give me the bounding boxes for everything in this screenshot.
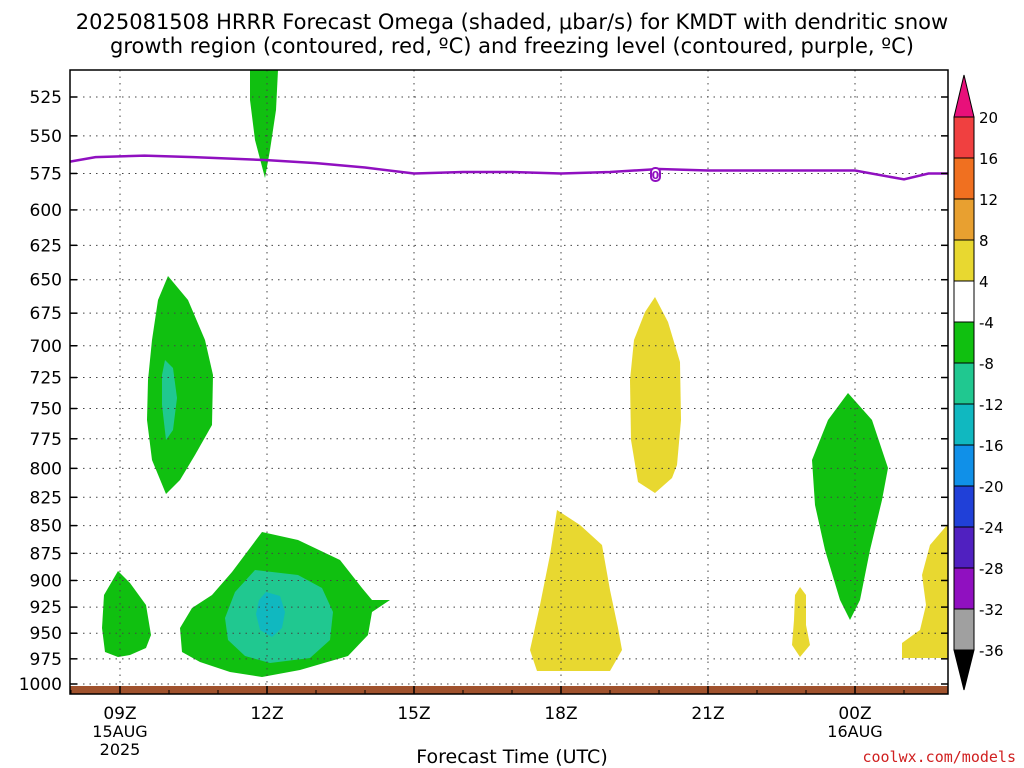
- y-tick-label: 875: [30, 544, 62, 564]
- omega-region-yellow: [530, 510, 622, 671]
- colorbar-swatch: [953, 198, 975, 241]
- y-tick-label: 775: [30, 430, 62, 450]
- x-tick-label: 18Z: [544, 704, 577, 724]
- colorbar-label: -4: [979, 314, 994, 332]
- colorbar-swatch: [953, 280, 975, 323]
- colorbar-swatch: [953, 567, 975, 610]
- colorbar-swatch: [953, 608, 975, 651]
- x-tick-sublabel: 15AUG: [92, 722, 147, 741]
- omega-region-teal: [162, 360, 177, 440]
- x-tick-label: 09Z: [103, 704, 136, 724]
- colorbar-cap-top: [953, 74, 975, 118]
- colorbar-swatch: [953, 526, 975, 569]
- omega-region-green: [250, 70, 278, 178]
- omega-region-yellow: [792, 587, 810, 657]
- colorbar-label: -8: [979, 355, 994, 373]
- y-tick-label: 700: [30, 337, 62, 357]
- omega-region-yellow: [630, 297, 681, 493]
- omega-region-yellow: [902, 524, 948, 658]
- colorbar-swatch: [953, 239, 975, 282]
- colorbar-label: -32: [979, 601, 1004, 619]
- y-axis: 525 550 575 600 625 650 675 700 725 750 775 800 825 8…: [19, 88, 948, 695]
- y-tick-label: 675: [30, 304, 62, 324]
- y-tick-label: 850: [30, 517, 62, 537]
- colorbar: 20 16 12 8 4 -4 -8 -12 -16 -20 -24 -28 -32 -36: [953, 74, 1004, 691]
- colorbar-label: -12: [979, 396, 1004, 414]
- x-tick-label: 00Z: [838, 704, 871, 724]
- colorbar-label: -24: [979, 519, 1004, 537]
- y-tick-label: 900: [30, 571, 62, 591]
- y-tick-label: 975: [30, 650, 62, 670]
- colorbar-label: 4: [979, 273, 989, 291]
- y-tick-label: 625: [30, 236, 62, 256]
- colorbar-label: -36: [979, 642, 1004, 660]
- colorbar-label: -16: [979, 437, 1004, 455]
- x-tick-sublabel: 2025: [100, 740, 141, 759]
- colorbar-label: -28: [979, 560, 1004, 578]
- colorbar-swatch: [953, 362, 975, 405]
- y-tick-label: 550: [30, 127, 62, 147]
- omega-region-green: [147, 276, 213, 494]
- colorbar-label: 20: [979, 109, 998, 127]
- y-tick-label: 575: [30, 164, 62, 184]
- grid-lines: [70, 70, 948, 694]
- plot-frame: [69, 69, 949, 695]
- y-tick-label: 925: [30, 598, 62, 618]
- y-tick-label: 800: [30, 459, 62, 479]
- chart-title-line2: growth region (contoured, red, ºC) and f…: [110, 34, 914, 58]
- y-tick-label: 725: [30, 369, 62, 389]
- y-tick-label: 825: [30, 488, 62, 508]
- y-tick-label: 600: [30, 201, 62, 221]
- colorbar-swatch: [953, 444, 975, 487]
- colorbar-label: 12: [979, 191, 998, 209]
- freezing-level-label-group: 0: [650, 167, 661, 182]
- x-tick-label: 12Z: [250, 704, 283, 724]
- colorbar-swatch: [953, 116, 975, 159]
- omega-shading: [102, 70, 948, 677]
- y-tick-label: 525: [30, 88, 62, 108]
- omega-region-green: [812, 393, 888, 620]
- x-axis-label: Forecast Time (UTC): [416, 746, 608, 768]
- x-tick-sublabel: 16AUG: [827, 722, 882, 741]
- colorbar-label: 8: [979, 232, 989, 250]
- freezing-level-line: [69, 154, 948, 181]
- colorbar-cap-bottom: [953, 649, 975, 691]
- x-tick-label: 15Z: [397, 704, 430, 724]
- colorbar-label: 16: [979, 150, 998, 168]
- omega-region-green: [102, 571, 151, 657]
- x-tick-label: 21Z: [691, 704, 724, 724]
- y-tick-label: 750: [30, 400, 62, 420]
- y-tick-label: 950: [30, 624, 62, 644]
- omega-region-cyan: [256, 592, 285, 637]
- y-tick-label: 1000: [19, 675, 62, 695]
- terrain-strip: [70, 686, 948, 694]
- chart-title-line1: 2025081508 HRRR Forecast Omega (shaded, …: [75, 10, 949, 34]
- freezing-level-label: 0: [652, 169, 660, 182]
- y-tick-label: 650: [30, 271, 62, 291]
- colorbar-swatch: [953, 403, 975, 446]
- colorbar-label: -20: [979, 478, 1004, 496]
- colorbar-swatch: [953, 321, 975, 364]
- colorbar-swatch: [953, 157, 975, 200]
- site-credit: coolwx.com/models: [862, 748, 1016, 766]
- colorbar-swatch: [953, 485, 975, 528]
